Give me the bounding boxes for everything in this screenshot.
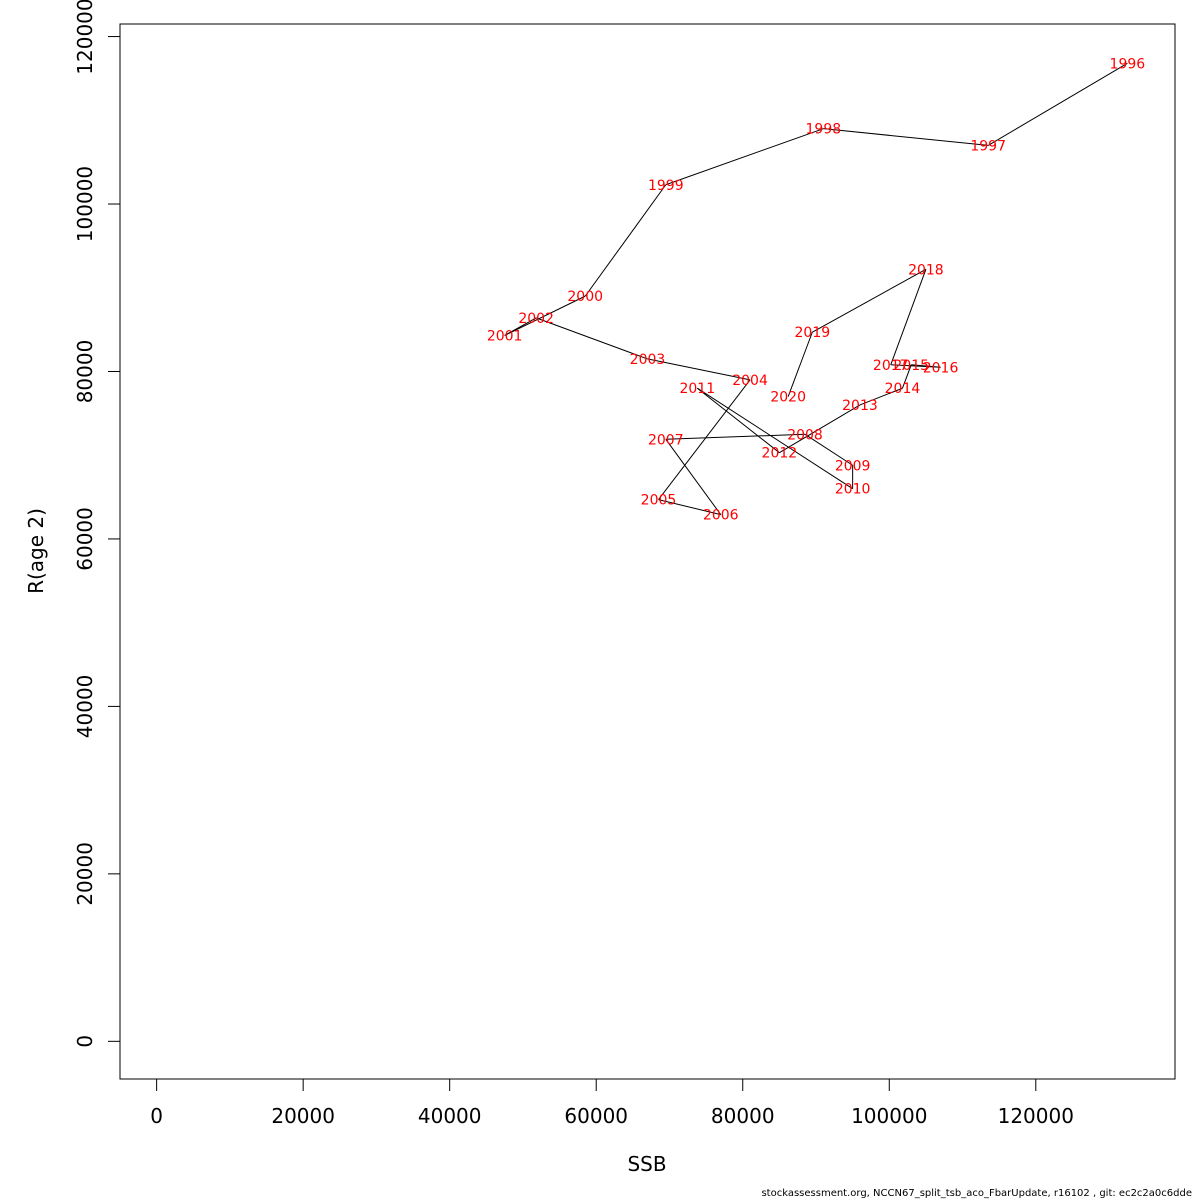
trajectory-segment — [665, 439, 722, 515]
y-tick-label: 20000 — [73, 842, 97, 906]
year-point-label: 2019 — [795, 325, 831, 341]
year-point-label: 2011 — [679, 381, 715, 397]
year-point-label: 1997 — [970, 138, 1006, 154]
x-tick-label: 80000 — [711, 1104, 775, 1128]
trajectory-segment — [504, 317, 537, 336]
year-point-label: 2007 — [648, 432, 684, 448]
x-tick-label: 0 — [150, 1104, 163, 1128]
x-tick-label: 60000 — [564, 1104, 628, 1128]
trajectory-segment — [779, 404, 861, 454]
year-point-label: 1996 — [1110, 56, 1146, 72]
trajectory-segment — [697, 387, 853, 490]
y-tick-label: 120000 — [73, 0, 97, 75]
y-tick-label: 80000 — [73, 340, 97, 404]
y-axis: 0 20000 40000 60000 80000 100000 120000 — [73, 0, 121, 1048]
y-tick-label: 60000 — [73, 507, 97, 571]
trajectory-segment — [647, 358, 751, 381]
trajectory-segment — [890, 269, 927, 365]
year-point-label: 2002 — [518, 311, 554, 327]
x-tick-label: 120000 — [998, 1104, 1074, 1128]
y-tick-label: 100000 — [73, 166, 97, 242]
x-axis: 0 20000 40000 60000 80000 100000 120000 — [150, 1078, 1074, 1128]
recruitment-trajectory-line — [504, 62, 1128, 516]
year-point-label: 2004 — [732, 373, 768, 389]
trajectory-segment — [697, 387, 780, 454]
year-point-label: 2015 — [893, 358, 929, 374]
footnote: stockassessment.org, NCCN67_split_tsb_ac… — [761, 1188, 1192, 1199]
trajectory-segment — [890, 364, 941, 368]
trajectory-segment — [665, 128, 824, 186]
x-tick-label: 40000 — [418, 1104, 482, 1128]
y-tick-label: 40000 — [73, 675, 97, 739]
trajectory-segment — [787, 331, 813, 397]
year-point-label: 1998 — [806, 122, 842, 138]
year-point-label: 2003 — [630, 352, 666, 368]
year-point-label: 2001 — [487, 328, 523, 344]
year-point-label: 2017 — [873, 358, 909, 374]
x-tick-label: 20000 — [271, 1104, 335, 1128]
year-point-label: 2020 — [770, 390, 806, 406]
year-point-label: 2008 — [787, 427, 823, 443]
year-point-label: 2006 — [703, 508, 739, 524]
trajectory-segment — [823, 128, 989, 146]
year-point-label: 2000 — [567, 289, 603, 305]
year-point-label: 2010 — [835, 482, 871, 498]
y-tick-label: 0 — [73, 1035, 97, 1048]
year-point-label: 2018 — [908, 262, 944, 278]
y-axis-title: R(age 2) — [24, 508, 48, 594]
trajectory-segment — [665, 433, 806, 440]
x-axis-title: SSB — [627, 1152, 666, 1176]
trajectory-segment — [987, 62, 1128, 146]
trajectory-segment — [901, 364, 912, 389]
trajectory-segment — [804, 433, 853, 466]
trajectory-segment — [658, 379, 751, 500]
year-point-label: 2012 — [762, 446, 798, 462]
trajectory-segment — [584, 184, 667, 297]
trajectory-segment — [658, 499, 721, 516]
year-point-label: 2005 — [641, 493, 677, 509]
year-point-label: 1999 — [648, 178, 684, 194]
year-point-label: 2009 — [835, 458, 871, 474]
year-point-label: 2016 — [923, 360, 959, 376]
trajectory-segment — [535, 317, 648, 360]
x-tick-label: 100000 — [851, 1104, 927, 1128]
trajectory-segment — [859, 387, 903, 406]
trajectory-segment — [504, 295, 586, 336]
year-point-label: 2014 — [885, 381, 921, 397]
year-point-label: 2013 — [842, 398, 878, 414]
trajectory-segment — [812, 268, 927, 333]
